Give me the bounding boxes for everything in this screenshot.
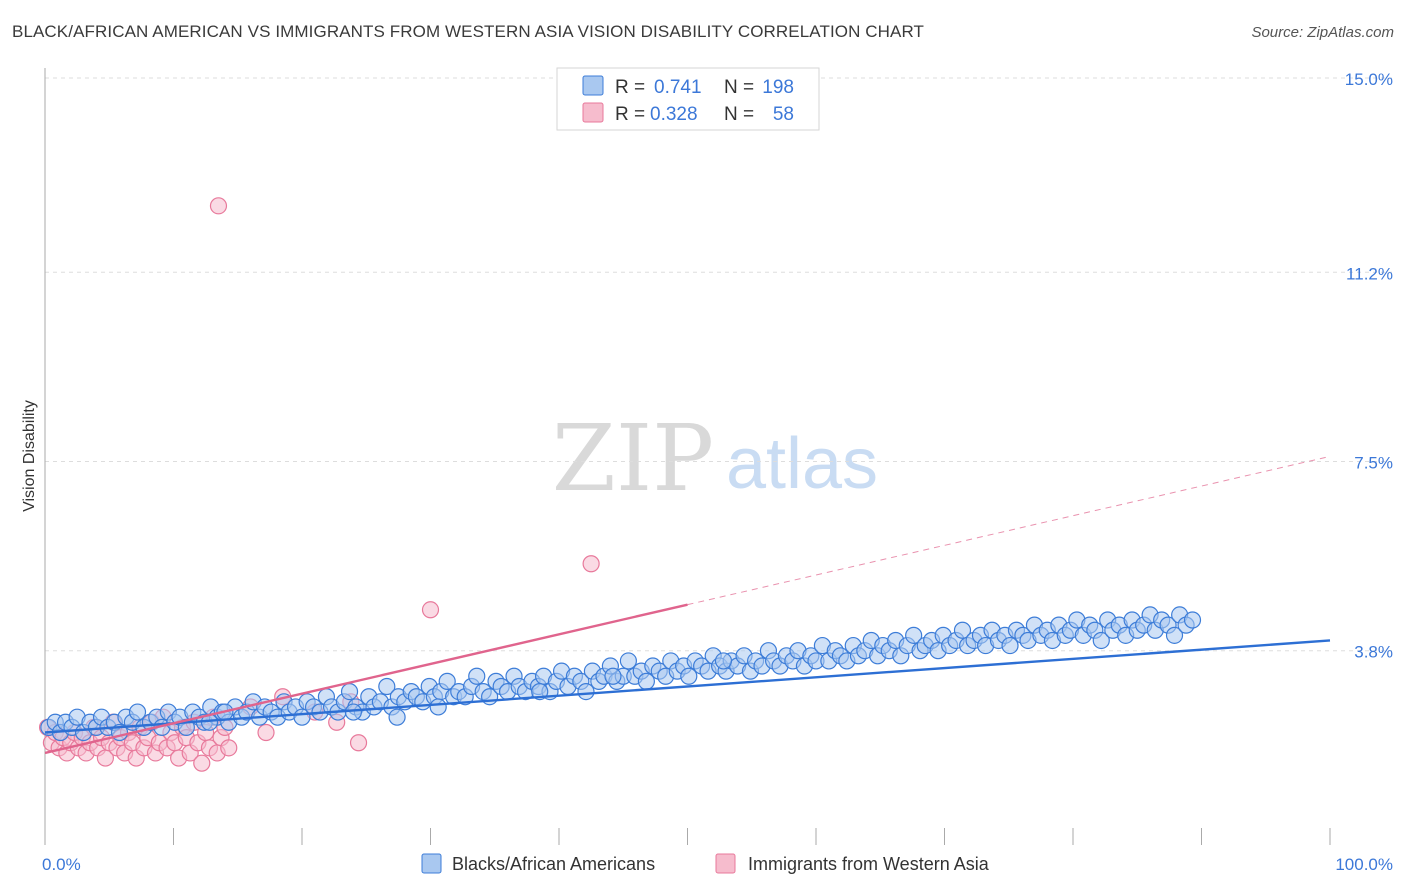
legend-r-label-pink: R = [615,104,645,125]
y-tick-label: 7.5% [1354,454,1393,473]
data-point-blacks-african-americans [619,652,637,670]
legend-n-label-pink: N = [724,104,754,125]
watermark-zip: ZIP [552,405,714,512]
data-point-immigrants-western-asia [257,723,275,742]
data-point-blacks-african-americans [128,703,147,721]
x-tick-labels: 0.0% 100.0% [42,855,1393,874]
data-point-blacks-african-americans [438,672,456,690]
legend-r-value-blue: 0.741 [654,77,702,98]
data-point-blacks-african-americans [340,682,359,701]
legend-top: R = 0.741 N = 198 R = 0.328 N = 58 [556,67,820,131]
legend-bottom-label-blue: Blacks/African Americans [452,854,655,874]
watermark: ZIP atlas [552,405,878,512]
legend-r-value-pink: 0.328 [650,104,698,125]
legend-n-value-pink: 58 [773,104,794,125]
data-point-immigrants-western-asia [349,734,368,752]
data-point-immigrants-western-asia [193,754,211,772]
data-point-immigrants-western-asia [582,555,600,573]
data-point-blacks-african-americans [468,667,486,685]
data-point-blacks-african-americans [714,652,733,670]
y-tick-label: 3.8% [1354,643,1393,662]
legend-swatch-pink [582,102,604,123]
data-point-blacks-african-americans [953,621,972,639]
data-point-blacks-african-americans [1183,611,1202,629]
grid [45,77,1392,652]
data-point-blacks-african-americans [388,708,406,726]
legend-n-value-blue: 198 [762,77,794,98]
trendlines [44,455,1331,755]
legend-r-label-blue: R = [615,77,645,98]
data-point-immigrants-western-asia [421,601,440,619]
data-point-blacks-african-americans [680,667,698,685]
data-point-blacks-african-americans [378,677,396,696]
y-axis-label: Vision Disability [21,400,38,512]
data-point-blacks-african-americans [344,703,362,721]
y-tick-labels: 3.8% 7.5% 11.2% 15.0% [1345,70,1393,662]
legend-bottom: Blacks/African Americans Immigrants from… [421,853,990,874]
watermark-atlas: atlas [726,424,878,504]
legend-n-label-blue: N = [724,77,754,98]
data-point-blacks-african-americans [1001,636,1019,655]
y-tick-label: 15.0% [1345,70,1393,89]
data-point-blacks-african-americans [577,682,595,701]
data-point-blacks-african-americans [604,667,622,685]
data-point-blacks-african-americans [1165,626,1184,644]
legend-bottom-label-pink: Immigrants from Western Asia [748,854,990,874]
data-point-immigrants-western-asia [220,739,238,757]
data-point-blacks-african-americans [1092,631,1110,650]
x-tick-label: 0.0% [42,855,81,874]
trendline-blacks-african-americans [44,639,1331,734]
chart-title: BLACK/AFRICAN AMERICAN VS IMMIGRANTS FRO… [12,22,925,41]
data-point-blacks-african-americans [637,672,655,690]
trendline-immigrants-western-asia [44,603,688,755]
data-point-immigrants-western-asia [209,197,228,215]
y-tick-label: 11.2% [1346,264,1393,283]
legend-swatch-blue [582,75,604,96]
data-point-blacks-african-americans [905,626,923,644]
axes [44,68,1331,845]
x-tick-label: 100.0% [1335,855,1393,874]
legend-bottom-swatch-blue [421,853,442,874]
data-point-blacks-african-americans [429,698,447,716]
legend-bottom-swatch-pink [715,853,736,874]
source-label: Source: ZipAtlas.com [1251,24,1394,41]
